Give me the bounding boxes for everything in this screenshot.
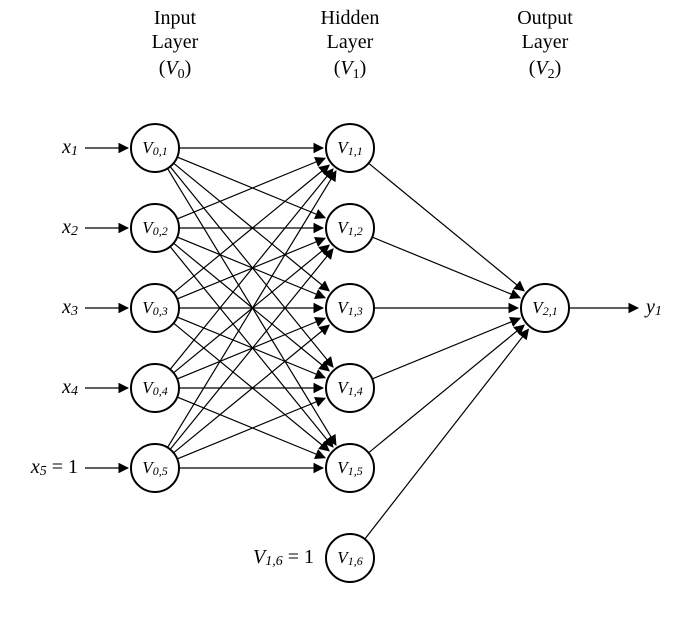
edge-input-hidden — [174, 323, 330, 451]
output-label: y1 — [644, 296, 662, 319]
layer-title: Layer — [327, 31, 374, 53]
edge-input-hidden — [174, 163, 330, 291]
edge-input-hidden — [177, 397, 325, 458]
edge-input-hidden — [174, 325, 330, 453]
input-label: x3 — [61, 296, 78, 319]
edge-hidden-output — [372, 237, 520, 298]
input-label: x2 — [61, 216, 78, 239]
layer-symbol: (V1) — [334, 57, 367, 82]
neural-network-diagram: InputLayer(V0)HiddenLayer(V1)OutputLayer… — [0, 0, 685, 618]
layer-title: Layer — [152, 31, 199, 53]
edge-input-hidden — [170, 169, 333, 369]
layer-title: Layer — [522, 31, 569, 53]
layer-title: Input — [154, 7, 197, 29]
edge-input-hidden — [170, 249, 333, 449]
layer-symbol: (V2) — [529, 57, 562, 82]
edge-hidden-output — [372, 318, 520, 379]
input-label: x1 — [61, 136, 78, 159]
edge-hidden-output — [369, 163, 525, 291]
layer-title: Output — [517, 7, 573, 29]
input-label: x5 = 1 — [30, 456, 78, 479]
edge-input-hidden — [170, 247, 333, 447]
layer-symbol: (V0) — [159, 57, 192, 82]
edge-input-hidden — [170, 167, 333, 367]
edge-input-hidden — [174, 165, 330, 293]
layer-title: Hidden — [321, 7, 380, 29]
edge-input-hidden — [177, 158, 325, 219]
edge-hidden-output — [365, 329, 529, 539]
input-label: x4 — [61, 376, 78, 399]
edge-input-hidden — [174, 243, 330, 371]
bias-label: V1,6 = 1 — [253, 546, 314, 569]
